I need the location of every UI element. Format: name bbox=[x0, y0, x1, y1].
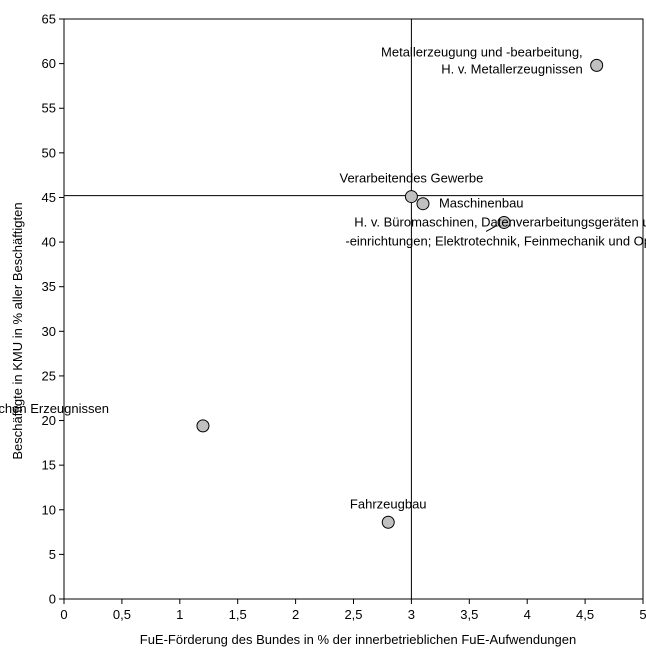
data-point-label-line: Metallerzeugung und -bearbeitung, bbox=[381, 44, 583, 59]
y-tick-label: 35 bbox=[42, 279, 56, 294]
x-tick-label: 3 bbox=[408, 607, 415, 622]
data-point-label-line: -einrichtungen; Elektrotechnik, Feinmech… bbox=[345, 233, 646, 248]
x-tick-label: 1 bbox=[176, 607, 183, 622]
y-tick-label: 45 bbox=[42, 190, 56, 205]
x-tick-label: 5 bbox=[639, 607, 646, 622]
data-point-label-line: H. v. chemischen Erzeugnissen bbox=[0, 401, 109, 416]
data-point-label-line: H. v. Metallerzeugnissen bbox=[441, 61, 582, 76]
data-point-label: H. v. Büromaschinen, Datenverarbeitungsg… bbox=[345, 214, 646, 248]
x-tick-label: 2,5 bbox=[344, 607, 362, 622]
y-tick-label: 5 bbox=[49, 547, 56, 562]
x-tick-label: 4 bbox=[524, 607, 531, 622]
data-point-label: H. v. chemischen Erzeugnissen bbox=[0, 401, 109, 416]
y-tick-label: 20 bbox=[42, 413, 56, 428]
plot-frame bbox=[63, 18, 644, 600]
x-tick-label: 0,5 bbox=[113, 607, 131, 622]
y-tick-label: 55 bbox=[42, 101, 56, 116]
x-tick-label: 4,5 bbox=[576, 607, 594, 622]
y-tick-label: 25 bbox=[42, 368, 56, 383]
x-tick-label: 3,5 bbox=[460, 607, 478, 622]
data-point-label: Maschinenbau bbox=[439, 196, 524, 211]
y-tick-label: 10 bbox=[42, 502, 56, 517]
data-point-label: Verarbeitendes Gewerbe bbox=[339, 171, 483, 186]
data-point-label-line: Maschinenbau bbox=[439, 196, 524, 211]
data-point bbox=[381, 515, 395, 529]
data-point-label: Fahrzeugbau bbox=[350, 496, 427, 511]
y-tick-label: 40 bbox=[42, 235, 56, 250]
y-tick-label: 65 bbox=[42, 12, 56, 27]
y-tick-label: 15 bbox=[42, 458, 56, 473]
data-point-label-line: H. v. Büromaschinen, Datenverarbeitungsg… bbox=[354, 214, 646, 229]
data-point-label: Metallerzeugung und -bearbeitung, H. v. M… bbox=[381, 44, 583, 76]
x-tick-label: 0 bbox=[60, 607, 67, 622]
data-point bbox=[590, 58, 604, 72]
data-point-label-line: Verarbeitendes Gewerbe bbox=[339, 171, 483, 186]
data-point bbox=[497, 215, 511, 229]
data-point bbox=[416, 197, 430, 211]
y-tick-label: 30 bbox=[42, 324, 56, 339]
data-point bbox=[196, 419, 210, 433]
data-point-label-line: Fahrzeugbau bbox=[350, 496, 427, 511]
label-leader-line bbox=[485, 225, 498, 232]
y-tick-label: 0 bbox=[49, 592, 56, 607]
y-tick-label: 50 bbox=[42, 145, 56, 160]
x-tick-label: 1,5 bbox=[229, 607, 247, 622]
y-tick-label: 60 bbox=[42, 56, 56, 71]
x-axis-title: FuE-Förderung des Bundes in % der innerb… bbox=[140, 632, 576, 647]
y-axis-title: Beschäftigte in KMU in % aller Beschäfti… bbox=[10, 202, 25, 459]
data-point bbox=[404, 190, 418, 204]
x-tick-label: 2 bbox=[292, 607, 299, 622]
